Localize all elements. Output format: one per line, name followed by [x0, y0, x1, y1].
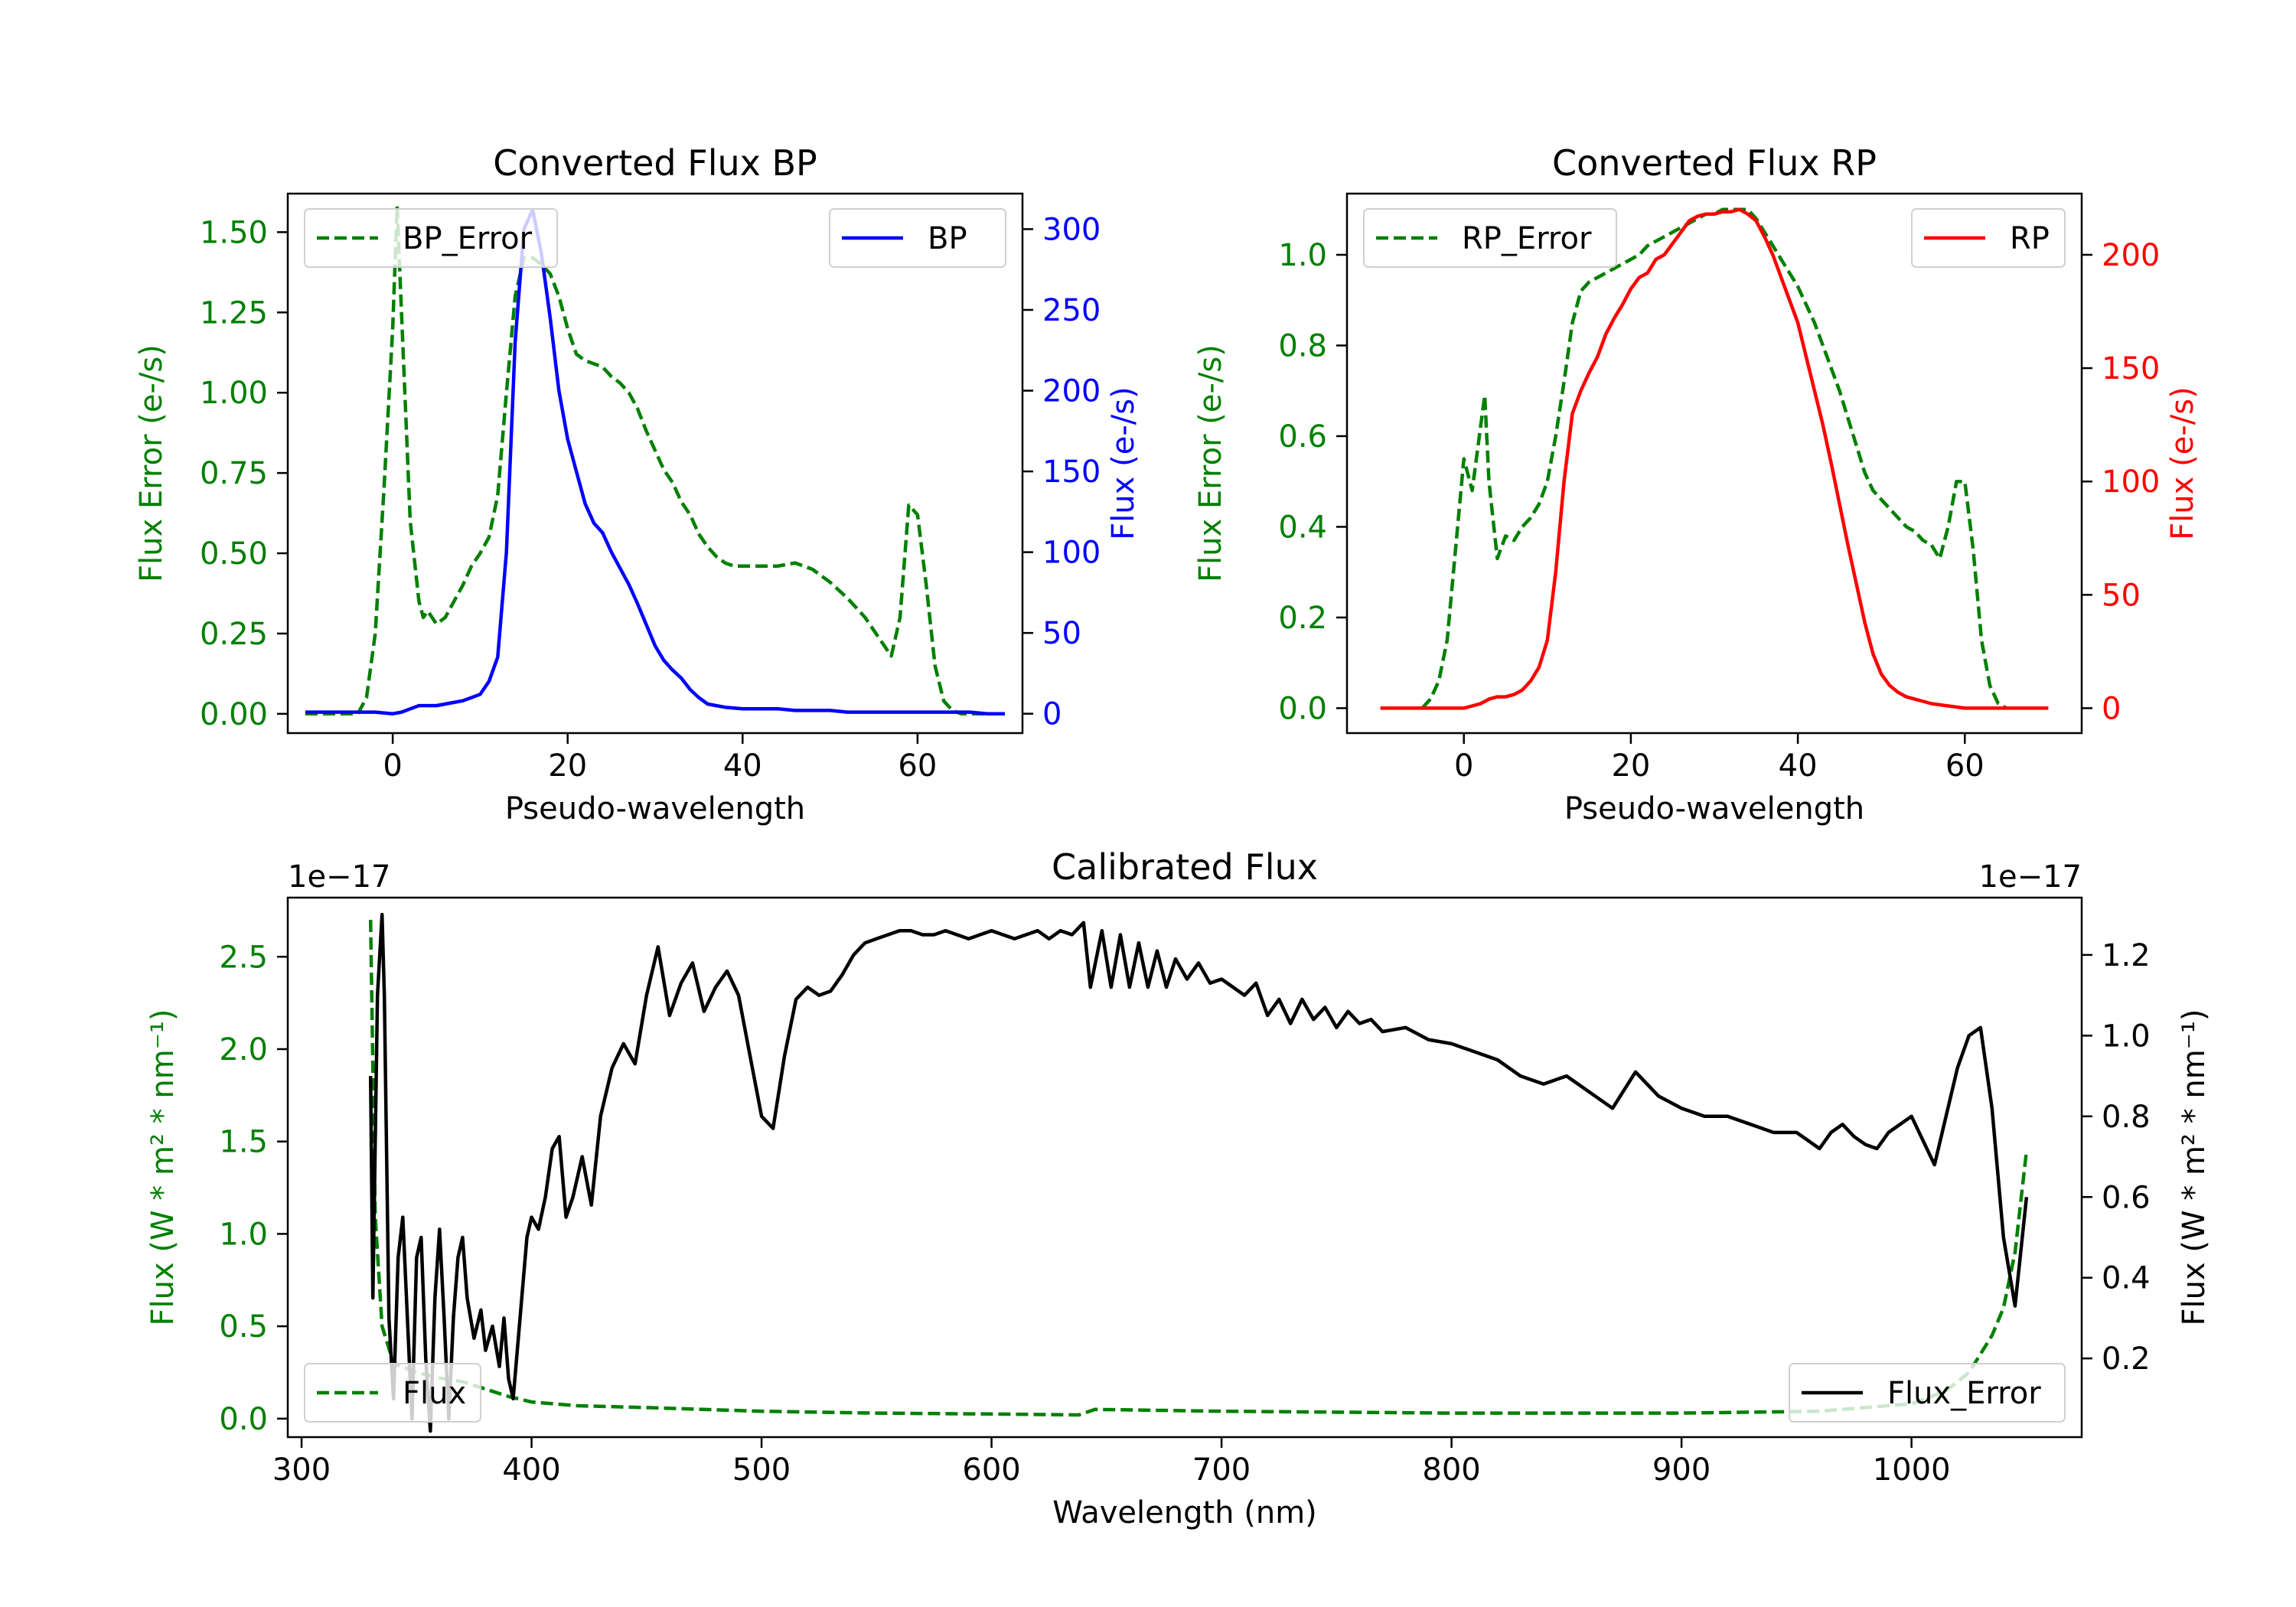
y-right-axis-label: Flux (e-/s): [1106, 386, 1141, 539]
y-left-tick-label: 0.0: [1278, 691, 1327, 726]
legend-label: BP_Error: [403, 221, 533, 256]
x-tick-label: 0: [383, 748, 402, 784]
series-line-rp-error: [1420, 207, 2007, 710]
y-left-tick-label: 0.6: [1278, 419, 1327, 455]
chart-title: Converted Flux BP: [493, 142, 817, 184]
axes-frame: [286, 896, 2083, 1439]
x-tick-label: 60: [1945, 748, 1985, 784]
panel-bp: BP_Error BP: [277, 192, 1033, 744]
legend-flux: Flux: [304, 1363, 481, 1423]
y-left-tick-label: 1.5: [219, 1125, 268, 1160]
y-right-tick-label: 200: [1042, 374, 1101, 409]
chart-title: Converted Flux RP: [1552, 142, 1877, 184]
legend-bp-error: BP_Error: [304, 208, 558, 268]
series-line-bp: [305, 207, 1006, 715]
x-tick-label: 300: [272, 1452, 331, 1488]
y-right-tick-label: 0.6: [2102, 1180, 2151, 1215]
x-axis-label: Pseudo-wavelength: [505, 791, 805, 826]
x-tick-label: 900: [1652, 1452, 1711, 1488]
x-tick-label: 400: [502, 1452, 560, 1488]
series-line-flux: [368, 912, 2029, 1433]
y-right-tick-label: 200: [2102, 238, 2160, 273]
y-left-tick-label: 1.25: [200, 295, 268, 331]
y-left-tick-label: 0.8: [1278, 328, 1327, 363]
legend-label: Flux: [403, 1376, 466, 1411]
legend-label: Flux_Error: [1887, 1376, 2041, 1411]
y-left-tick-label: 0.0: [219, 1402, 268, 1437]
x-tick-label: 600: [962, 1452, 1020, 1488]
y-right-axis-label: Flux (W * m² * nm⁻¹): [2177, 1009, 2212, 1326]
y-left-tick-label: 0.4: [1278, 510, 1327, 545]
y-right-tick-label: 250: [1042, 293, 1101, 328]
y-left-tick-label: 0.50: [200, 536, 268, 572]
y-left-tick-label: 1.0: [1278, 238, 1327, 273]
y-right-tick-label: 50: [2102, 578, 2141, 613]
x-tick-label: 800: [1422, 1452, 1480, 1488]
series-line-flux-error: [368, 919, 2029, 1417]
x-axis-label: Pseudo-wavelength: [1564, 791, 1864, 826]
y-right-tick-label: 0.4: [2102, 1261, 2151, 1296]
y-right-tick-label: 100: [2102, 464, 2160, 500]
y-left-tick-label: 1.0: [219, 1217, 268, 1252]
y-right-tick-label: 150: [2102, 351, 2160, 386]
x-tick-label: 40: [723, 748, 762, 784]
y-right-tick-label: 300: [1042, 212, 1101, 247]
y-left-axis-label: Flux (W * m² * nm⁻¹): [145, 1009, 181, 1326]
y-right-tick-label: 50: [1042, 616, 1081, 651]
x-tick-label: 40: [1779, 748, 1818, 784]
legend-bp: BP: [829, 208, 1006, 268]
legend-box: [304, 208, 558, 268]
series-line-rp: [1380, 207, 2049, 710]
legend-box: [1911, 208, 2066, 268]
y-left-axis-label: Flux Error (e-/s): [134, 344, 169, 582]
y-right-tick-label: 1.0: [2102, 1019, 2151, 1054]
y-left-offset-text: 1e−17: [288, 859, 390, 895]
y-left-tick-label: 1.50: [200, 215, 268, 250]
legend-box: [829, 208, 1006, 268]
y-right-tick-label: 0.2: [2102, 1341, 2151, 1377]
legend-box: [304, 1363, 481, 1423]
y-right-offset-text: 1e−17: [1979, 859, 2082, 895]
y-left-tick-label: 2.0: [219, 1032, 268, 1068]
x-tick-label: 60: [898, 748, 937, 784]
panel-rp: RP_Error RP: [1336, 192, 2092, 744]
y-right-tick-label: 150: [1042, 455, 1101, 490]
axes-frame: [1345, 192, 2083, 735]
legend-rp: RP: [1911, 208, 2066, 268]
y-left-tick-label: 0.5: [219, 1309, 268, 1345]
x-axis-label: Wavelength (nm): [1052, 1495, 1317, 1530]
axes-frame: [286, 192, 1024, 735]
legend-rp-error: RP_Error: [1363, 208, 1617, 268]
x-tick-label: 20: [1611, 748, 1650, 784]
x-tick-label: 1000: [1873, 1452, 1951, 1488]
legend-label: RP: [2010, 221, 2050, 256]
y-left-tick-label: 0.75: [200, 456, 268, 491]
chart-title: Calibrated Flux: [1052, 846, 1318, 888]
legend-box: [1363, 208, 1617, 268]
y-left-axis-label: Flux Error (e-/s): [1193, 344, 1228, 582]
x-tick-label: 700: [1192, 1452, 1251, 1488]
y-right-tick-label: 0: [2102, 691, 2121, 726]
x-tick-label: 0: [1454, 748, 1473, 784]
y-left-tick-label: 1.00: [200, 376, 268, 411]
legend-label: BP: [928, 221, 967, 256]
y-right-tick-label: 0.8: [2102, 1100, 2151, 1135]
y-left-tick-label: 0.25: [200, 617, 268, 652]
x-tick-label: 500: [732, 1452, 791, 1488]
y-right-axis-label: Flux (e-/s): [2165, 386, 2200, 539]
legend-label: RP_Error: [1462, 221, 1592, 256]
y-right-tick-label: 0: [1042, 697, 1062, 732]
y-right-tick-label: 100: [1042, 536, 1101, 571]
panel-calibrated: Flux Flux_Error: [277, 896, 2092, 1448]
legend-flux-error: Flux_Error: [1789, 1363, 2066, 1423]
series-line-bp-error: [305, 204, 1006, 716]
y-left-tick-label: 2.5: [219, 940, 268, 975]
y-left-tick-label: 0.00: [200, 697, 268, 732]
legend-box: [1789, 1363, 2066, 1423]
x-tick-label: 20: [548, 748, 587, 784]
y-right-tick-label: 1.2: [2102, 938, 2151, 973]
y-left-tick-label: 0.2: [1278, 601, 1327, 636]
